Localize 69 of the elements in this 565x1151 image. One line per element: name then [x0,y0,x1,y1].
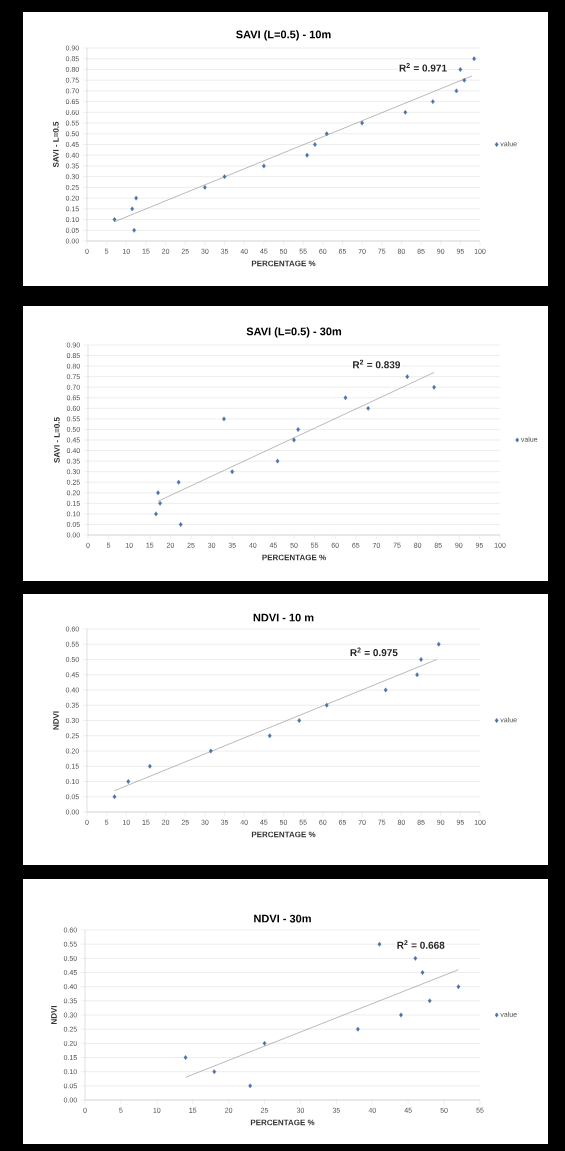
chart-title: SAVI (L=0.5) - 10m [236,30,331,41]
point [212,1069,217,1075]
point [158,500,162,506]
point [292,437,296,443]
point [156,490,160,496]
point [360,120,364,126]
point [324,702,329,708]
point [343,395,348,401]
point [126,779,131,784]
x-axis-title: PERCENTAGE % [251,831,316,838]
point [154,511,158,517]
point [112,217,117,222]
point [403,109,408,115]
point [427,998,432,1004]
annotation: R$^{2}$ = 0.975 [350,647,398,657]
point [262,1040,267,1046]
point [405,374,410,380]
point [134,195,138,201]
point [313,142,317,147]
point [420,970,425,975]
point [208,748,213,754]
point [454,88,459,94]
point [356,1026,360,1032]
point [267,733,272,739]
point [462,77,467,83]
annotation: R$^{2}$ = 0.839 [353,359,401,369]
point [419,657,423,662]
point [399,1012,403,1018]
point [413,955,418,961]
point [432,384,436,390]
point [203,185,207,190]
x-axis-title: PERCENTAGE % [251,260,316,267]
point [222,174,227,180]
point [366,405,371,411]
x-axis-title: PERCENTAGE % [250,1119,315,1126]
y-axis-title: SAVI - L=0.5 [54,417,60,463]
point [383,687,388,693]
point [456,984,461,990]
point [296,427,300,432]
point [248,1083,253,1089]
point [176,479,181,485]
point [436,641,441,647]
point [430,99,435,105]
point [458,67,463,72]
point [305,152,309,158]
point [377,941,382,947]
point [324,131,329,137]
y-axis-title: NDVI [51,1005,57,1025]
point [183,1055,188,1060]
point [148,763,152,769]
point [297,718,302,723]
point [222,416,226,422]
point [178,522,183,527]
point [275,458,280,464]
point [132,227,137,233]
y-axis-title: SAVI - L=0.5 [53,121,59,168]
x-axis-title: PERCENTAGE % [262,554,326,561]
annotation: R$^{2}$ = 0.971 [399,63,447,72]
point [415,672,419,678]
chart-title: SAVI (L=0.5) - 30m [246,327,342,338]
point [230,469,235,475]
annotation: R$^{2}$ = 0.668 [397,940,445,949]
point [262,163,266,169]
y-axis-title: NDVI [53,711,59,730]
chart-title: NDVI - 30m [254,914,311,923]
point [472,56,476,62]
point [130,206,135,212]
chart-title: NDVI - 10 m [253,613,314,622]
point [112,794,117,800]
